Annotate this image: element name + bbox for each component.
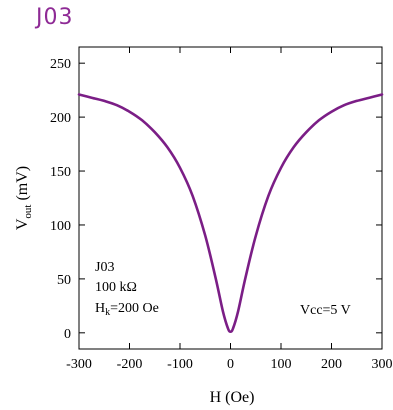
x-tick-label: 100 [271,357,292,372]
x-tick-label: -300 [66,357,92,372]
annotation-hk: Hk=200 Oe [95,301,159,318]
y-tick-label: 100 [50,219,71,234]
x-axis-label: H (Oe) [210,389,255,406]
y-tick-label: 50 [57,273,71,288]
x-ticks [78,47,383,349]
x-tick-label: -100 [167,357,193,372]
y-tick-label: 0 [64,327,71,342]
x-tick-labels: -300 -200 -100 0 100 200 300 [66,357,392,372]
annotation-resistance: 100 kΩ [95,280,137,295]
y-axis-label: Vout (mV) [14,166,34,230]
x-tick-label: 300 [372,357,393,372]
annotation-vcc: Vcc=5 V [300,303,351,318]
y-ticks [79,62,382,334]
y-tick-label: 150 [50,165,71,180]
y-tick-labels: 0 50 100 150 200 250 [50,57,71,342]
y-tick-label: 250 [50,57,71,72]
series-line [77,93,384,334]
annotation-sample: J03 [95,260,114,275]
x-tick-label: -200 [117,357,143,372]
x-tick-label: 200 [321,357,342,372]
y-tick-label: 200 [50,111,71,126]
x-tick-label: 0 [227,357,234,372]
page-title: J03 [36,5,74,30]
series-group [77,93,384,334]
